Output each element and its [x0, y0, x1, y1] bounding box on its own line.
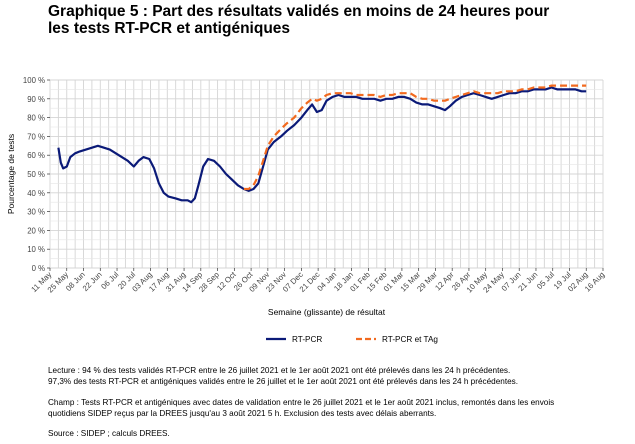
x-axis-label: Semaine (glissante) de résultat [268, 307, 386, 317]
champ-line-1: Champ : Tests RT-PCR et antigéniques ave… [48, 398, 555, 407]
x-tick-label: 21 Jun [516, 270, 539, 293]
x-tick-label: 06 Jul [99, 270, 120, 291]
y-tick-label: 100 % [23, 76, 45, 85]
champ-note: Champ : Tests RT-PCR et antigéniques ave… [48, 398, 628, 419]
y-tick-label: 40 % [27, 189, 45, 198]
y-tick-label: 30 % [27, 208, 45, 217]
x-tick-label: 05 Jul [535, 270, 556, 291]
grid-lines [49, 79, 604, 269]
champ-line-2: quotidiens SIDEP reçus par la DREES jusq… [48, 408, 437, 418]
series-line [57, 86, 587, 204]
y-tick-label: 20 % [27, 226, 45, 235]
lecture-line-1: Lecture : 94 % des tests validés RT-PCR … [48, 366, 511, 375]
y-tick-label: 0 % [32, 264, 46, 273]
y-tick-label: 90 % [27, 95, 45, 104]
y-axis-ticks: 0 % 10 % 20 % 30 % 40 % 50 % 60 % 70 % 80 % 90 % 1… [23, 76, 50, 273]
y-axis-label: Pourcentage de tests [6, 134, 16, 214]
legend: RT-PCR RT-PCR et TAg [266, 335, 438, 344]
chart-title-line-1: Graphique 5 : Part des résultats validés… [48, 3, 550, 20]
legend-label: RT-PCR et TAg [382, 335, 438, 344]
y-tick-label: 50 % [27, 170, 45, 179]
legend-label: RT-PCR [292, 335, 322, 344]
chart-title: Graphique 5 : Part des résultats validés… [48, 3, 628, 37]
y-tick-label: 60 % [27, 151, 45, 160]
lecture-line-2: 97,3% des tests RT-PCR et antigéniques v… [48, 376, 519, 386]
y-tick-label: 70 % [27, 132, 45, 141]
y-tick-label: 10 % [27, 245, 45, 254]
line-chart: 0 % 10 % 20 % 30 % 40 % 50 % 60 % 70 % 80 % 90 % 1… [6, 76, 606, 344]
source-line: Source : SIDEP ; calculs DREES. [48, 429, 170, 438]
source-note: Source : SIDEP ; calculs DREES. [48, 429, 628, 440]
series-lines [57, 84, 587, 204]
series-line [243, 84, 587, 191]
chart-title-line-2: les tests RT-PCR et antigéniques [48, 20, 291, 37]
lecture-note: Lecture : 94 % des tests validés RT-PCR … [48, 366, 628, 387]
x-tick-label: 22 Jun [81, 270, 104, 293]
y-tick-label: 80 % [27, 114, 45, 123]
